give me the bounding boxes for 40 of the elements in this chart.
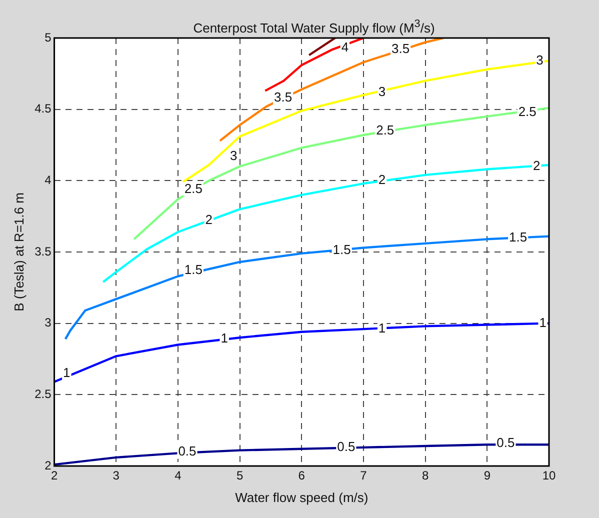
y-tick-label: 3 [44, 316, 52, 330]
x-tick-label: 9 [484, 468, 491, 483]
annotation: 2.5 [184, 180, 202, 196]
x-tick-label: 10 [542, 468, 556, 483]
y-tick-label: 4.5 [34, 102, 52, 116]
y-tick-label: 5 [44, 30, 52, 44]
y-tick-label: 2.5 [34, 386, 52, 401]
y-tick-label: 3.5 [34, 244, 52, 258]
annotation: 0.5 [178, 443, 196, 458]
annotation: 1 [378, 320, 386, 336]
y-axis-title: B (Tesla) at R=1.6 m [11, 192, 26, 312]
annotation: 0.5 [496, 434, 515, 450]
annotation: 1.5 [332, 242, 351, 258]
y-tick-label: 4 [44, 172, 52, 187]
annotation: 1.5 [184, 262, 202, 278]
annotation: 1.5 [509, 229, 528, 244]
annotation: 1 [220, 330, 228, 346]
x-tick-label: 5 [236, 468, 244, 483]
annotation: 0.5 [337, 439, 356, 454]
annotation: 3.5 [392, 40, 410, 56]
x-tick-label: 6 [298, 468, 306, 483]
annotation: 3 [378, 84, 386, 99]
chart-title: Centerpost Total Water Supply flow (M$^{3}$/s) [192, 18, 436, 36]
annotation: 3 [230, 148, 238, 163]
y-tick-label: 2 [44, 458, 52, 472]
annotation: 3 [536, 52, 544, 68]
annotation: 2.5 [376, 122, 394, 138]
annotation: 2 [378, 172, 386, 188]
annotation: 3.5 [274, 90, 292, 104]
x-tick-label: 7 [360, 468, 368, 483]
annotation: 4 [341, 40, 349, 55]
annotation: 1 [539, 314, 546, 330]
x-tick-label: 4 [174, 468, 182, 483]
x-axis-title: Water flow speed (m/s) [235, 490, 368, 505]
annotation: 2.5 [518, 104, 536, 119]
annotation: 2 [533, 158, 540, 173]
x-tick-label: 3 [112, 468, 120, 483]
x-tick-label: 8 [422, 468, 429, 483]
annotation: 1 [63, 364, 70, 380]
annotation: 2 [205, 212, 212, 228]
